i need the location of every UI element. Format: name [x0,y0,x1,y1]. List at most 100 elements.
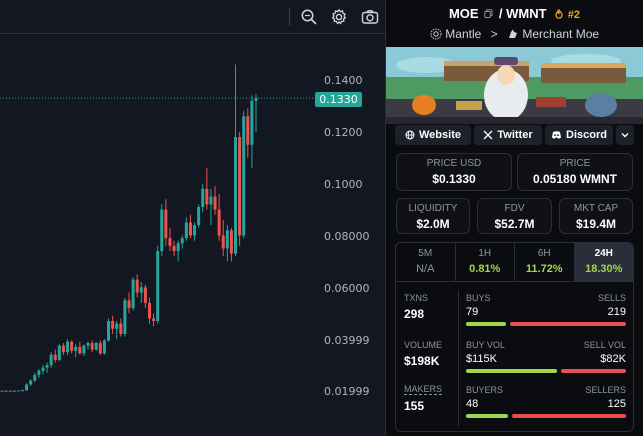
tab-5m-label: 5M [418,248,433,259]
buy-volume-value: $115K [466,353,497,365]
trade-stats-panel: TXNS 298 VOLUME $198K MAKERS 155 BUYS SEL… [395,282,634,432]
settings-gear-icon[interactable] [328,6,350,28]
candle-body [254,98,258,101]
buyvol-sellvol-ratio: BUY VOL SELL VOL $115K $82K [466,340,626,373]
candle-body [12,390,16,392]
y-axis-tick: 0.06000 [324,282,370,295]
y-axis-tick: 0.1200 [324,126,363,139]
tab-6h[interactable]: 6H 11.72% [515,243,575,281]
candle-body [107,321,111,341]
chain-name[interactable]: Mantle [445,27,482,41]
tab-24h-label: 24H [594,248,613,259]
candle-body [8,390,12,392]
candle-body [225,230,229,249]
candle-body [29,380,33,385]
screenshot-search-icon[interactable] [298,6,320,28]
buyers-bar-fill [466,414,509,418]
candle-body [242,116,246,236]
market-cap-value: $19.4M [575,217,617,231]
candle-body [250,100,254,145]
market-cap-box: MKT CAP $19.4M [559,198,633,234]
dex-name[interactable]: Merchant Moe [522,27,600,41]
y-axis-tick: 0.1400 [324,74,363,87]
twitter-link-button[interactable]: Twitter [474,125,542,145]
candle-body [4,390,8,392]
candle-body [25,384,29,391]
candle-body [246,116,250,145]
tab-1h-change: 0.81% [469,263,501,275]
candle-body [143,287,147,303]
market-cap-label: MKT CAP [573,203,619,214]
mantle-chain-icon [430,28,442,40]
chevron-down-icon [621,133,629,138]
timeframe-tabs: 5M N/A 1H 0.81% 6H 11.72% 24H 18.30% [395,242,634,282]
fdv-box: FDV $52.7M [477,198,552,234]
chart-toolbar [0,0,385,34]
txns-value: 298 [404,307,425,321]
candle-body [74,346,78,351]
candle-body [234,137,238,254]
x-twitter-icon [483,130,493,140]
candle-body [57,345,61,360]
discord-link-label: Discord [566,129,607,141]
makers-label[interactable]: MAKERS [404,384,443,395]
copy-icon[interactable] [484,9,493,18]
candle-body [221,235,225,249]
candlestick-chart[interactable] [0,34,386,436]
quote-token-symbol: WMNT [506,6,547,21]
discord-link-button[interactable]: Discord [545,125,613,145]
makers-value: 155 [404,399,425,413]
buy-volume-label: BUY VOL [466,340,505,350]
price-chart-panel[interactable]: 0.1400 0.1200 0.1000 0.08000 0.06000 0.0… [0,0,386,436]
social-links-row: Website Twitter Discord [386,125,643,145]
candle-body [131,279,135,309]
candle-body [160,209,164,252]
candle-body [193,225,197,236]
candle-body [201,188,205,207]
more-links-button[interactable] [616,125,634,145]
merchant-moe-dex-icon [509,29,518,38]
tab-6h-label: 6H [537,248,551,259]
token-banner-image [386,47,643,124]
sells-label: SELLS [597,293,626,303]
liquidity-box: LIQUIDITY $2.0M [396,198,470,234]
candle-body [53,354,57,360]
candle-body [172,245,176,252]
candle-body [213,196,217,210]
candle-body [33,374,37,381]
sell-volume-bar-fill [561,369,626,373]
base-token-symbol: MOE [448,6,479,21]
buys-sells-ratio: BUYS SELLS 79 219 [466,293,626,326]
candle-body [127,300,131,309]
price-usd-box: PRICE USD $0.1330 [396,153,512,191]
fdv-label: FDV [504,203,525,214]
buyers-sellers-ratio: BUYERS SELLERS 48 125 [466,385,626,418]
tab-1h[interactable]: 1H 0.81% [456,243,515,281]
volume-stat: VOLUME $198K [404,340,442,368]
candle-body [217,209,221,236]
candle-body [70,341,74,351]
tab-24h[interactable]: 24H 18.30% [574,243,633,281]
buys-bar-fill [466,322,507,326]
candle-body [197,206,201,226]
price-native-label: PRICE [559,158,591,169]
tab-5m[interactable]: 5M N/A [396,243,456,281]
chain-breadcrumb: Mantle > Merchant Moe [386,27,643,41]
candle-body [37,370,41,375]
sell-volume-value: $82K [600,353,626,365]
buys-value: 79 [466,306,479,318]
candle-body [238,137,242,236]
candle-body [188,222,192,236]
volume-value: $198K [404,354,440,368]
candle-body [86,343,90,346]
sellers-bar-fill [512,414,626,418]
tab-24h-change: 18.30% [585,263,623,275]
fdv-value: $52.7M [494,217,535,231]
twitter-link-label: Twitter [497,129,533,141]
website-link-button[interactable]: Website [395,125,471,145]
buyvol-sellvol-bar [466,369,626,373]
sellers-label: SELLERS [585,385,626,395]
candle-body [135,279,139,293]
camera-icon[interactable] [359,6,381,28]
